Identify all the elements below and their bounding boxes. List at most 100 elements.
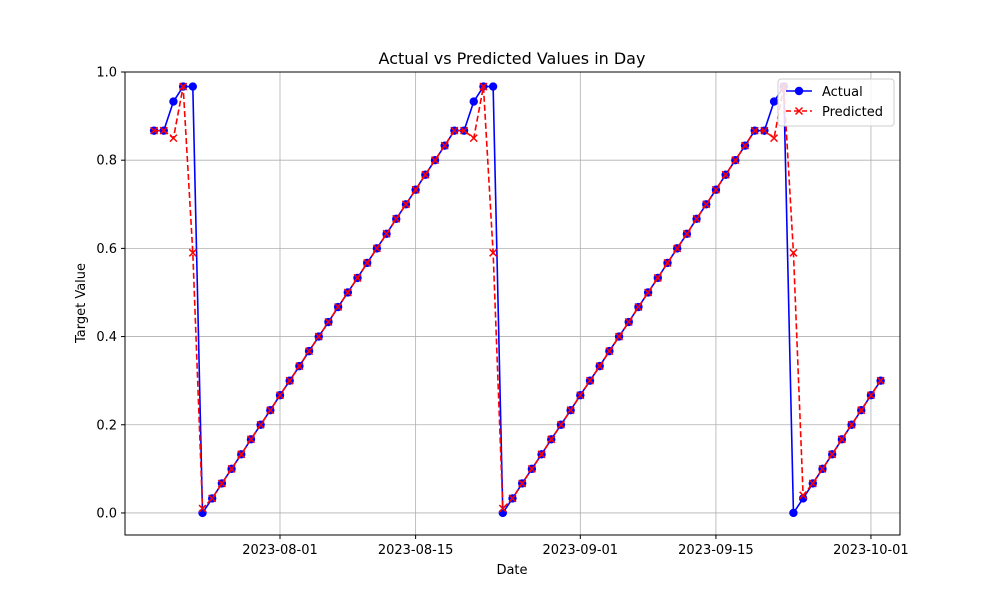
data-point bbox=[498, 508, 508, 518]
data-point bbox=[450, 126, 459, 135]
y-tick-label: 0.0 bbox=[96, 506, 117, 521]
data-point bbox=[188, 248, 197, 257]
data-point bbox=[789, 248, 798, 257]
data-point bbox=[343, 288, 352, 297]
series-line-predicted bbox=[154, 85, 882, 510]
x-tick-label: 2023-10-01 bbox=[833, 543, 909, 558]
data-point bbox=[401, 200, 410, 209]
data-point bbox=[576, 391, 585, 400]
data-point bbox=[285, 376, 294, 385]
y-tick-label: 0.6 bbox=[96, 242, 117, 257]
x-tick-label: 2023-08-01 bbox=[242, 543, 318, 558]
y-tick-label: 0.4 bbox=[96, 330, 117, 345]
data-point bbox=[769, 97, 779, 106]
data-point bbox=[770, 134, 779, 143]
data-point bbox=[334, 302, 343, 312]
data-point bbox=[169, 97, 178, 106]
data-point bbox=[188, 82, 198, 91]
data-point bbox=[237, 450, 246, 459]
data-point bbox=[731, 156, 740, 165]
x-tick-label: 2023-08-15 bbox=[378, 543, 454, 558]
data-point bbox=[673, 244, 682, 253]
data-point bbox=[866, 391, 875, 400]
data-point bbox=[808, 479, 817, 488]
series-predicted bbox=[150, 82, 885, 513]
data-point bbox=[382, 229, 391, 238]
data-point bbox=[256, 420, 265, 429]
data-point bbox=[624, 317, 633, 327]
data-point bbox=[702, 200, 711, 209]
data-point bbox=[663, 258, 672, 267]
data-point bbox=[789, 508, 798, 518]
legend-predicted-marker bbox=[794, 106, 804, 116]
data-point bbox=[469, 134, 478, 143]
data-point bbox=[818, 464, 827, 473]
data-point bbox=[847, 420, 856, 429]
data-point bbox=[489, 248, 498, 257]
data-point bbox=[537, 450, 546, 459]
data-point bbox=[653, 273, 662, 282]
data-point bbox=[692, 214, 701, 223]
data-point bbox=[760, 126, 769, 135]
data-point bbox=[556, 420, 565, 429]
chart-title: Actual vs Predicted Values in Day bbox=[379, 49, 646, 68]
x-tick-label: 2023-09-15 bbox=[678, 543, 754, 558]
data-point bbox=[828, 450, 837, 459]
x-tick-label: 2023-09-01 bbox=[543, 543, 619, 558]
data-point bbox=[372, 244, 381, 253]
data-point bbox=[227, 464, 236, 473]
data-point bbox=[585, 376, 595, 385]
data-point bbox=[740, 141, 750, 150]
data-point bbox=[217, 479, 226, 488]
legend: Actual Predicted bbox=[777, 78, 895, 127]
data-point bbox=[799, 491, 808, 500]
data-point bbox=[295, 362, 304, 371]
data-point bbox=[314, 332, 323, 341]
data-point bbox=[876, 376, 885, 385]
data-point bbox=[498, 504, 507, 513]
data-point bbox=[421, 170, 430, 179]
data-point bbox=[411, 185, 420, 194]
y-tick-label: 0.8 bbox=[96, 154, 117, 169]
data-point bbox=[469, 97, 478, 106]
data-point bbox=[644, 288, 653, 297]
legend-predicted-label: Predicted bbox=[822, 105, 883, 120]
data-point bbox=[440, 141, 449, 150]
data-point bbox=[798, 494, 808, 503]
data-point bbox=[488, 82, 498, 91]
data-point bbox=[363, 258, 372, 267]
x-axis-label: Date bbox=[496, 563, 527, 578]
ticks: 2023-08-01 2023-08-15 2023-09-01 2023-09-15… bbox=[96, 66, 908, 559]
data-point bbox=[266, 406, 275, 415]
data-point bbox=[508, 494, 517, 503]
data-point bbox=[208, 494, 217, 503]
data-point bbox=[460, 126, 469, 135]
y-axis-label: Target Value bbox=[74, 263, 89, 344]
data-point bbox=[353, 273, 362, 282]
data-point bbox=[527, 464, 536, 473]
data-point bbox=[547, 435, 556, 444]
data-point bbox=[750, 126, 759, 135]
y-tick-label: 0.2 bbox=[96, 418, 117, 433]
data-point bbox=[566, 406, 575, 415]
data-point bbox=[605, 347, 614, 356]
data-point bbox=[305, 347, 314, 356]
data-point bbox=[198, 508, 207, 518]
legend-actual-marker bbox=[794, 86, 804, 96]
data-point bbox=[518, 479, 527, 488]
data-point bbox=[711, 185, 720, 194]
data-point bbox=[159, 126, 168, 135]
y-tick-label: 1.0 bbox=[96, 66, 117, 81]
data-point bbox=[615, 332, 624, 341]
legend-actual-label: Actual bbox=[822, 85, 863, 100]
data-point bbox=[198, 504, 207, 513]
data-point bbox=[275, 391, 285, 400]
data-point bbox=[324, 317, 333, 327]
series-layer bbox=[149, 82, 885, 518]
data-point bbox=[169, 134, 178, 143]
data-point bbox=[682, 229, 691, 238]
data-point bbox=[150, 126, 159, 135]
data-point bbox=[246, 435, 255, 444]
data-point bbox=[479, 82, 488, 91]
data-point bbox=[595, 362, 604, 371]
